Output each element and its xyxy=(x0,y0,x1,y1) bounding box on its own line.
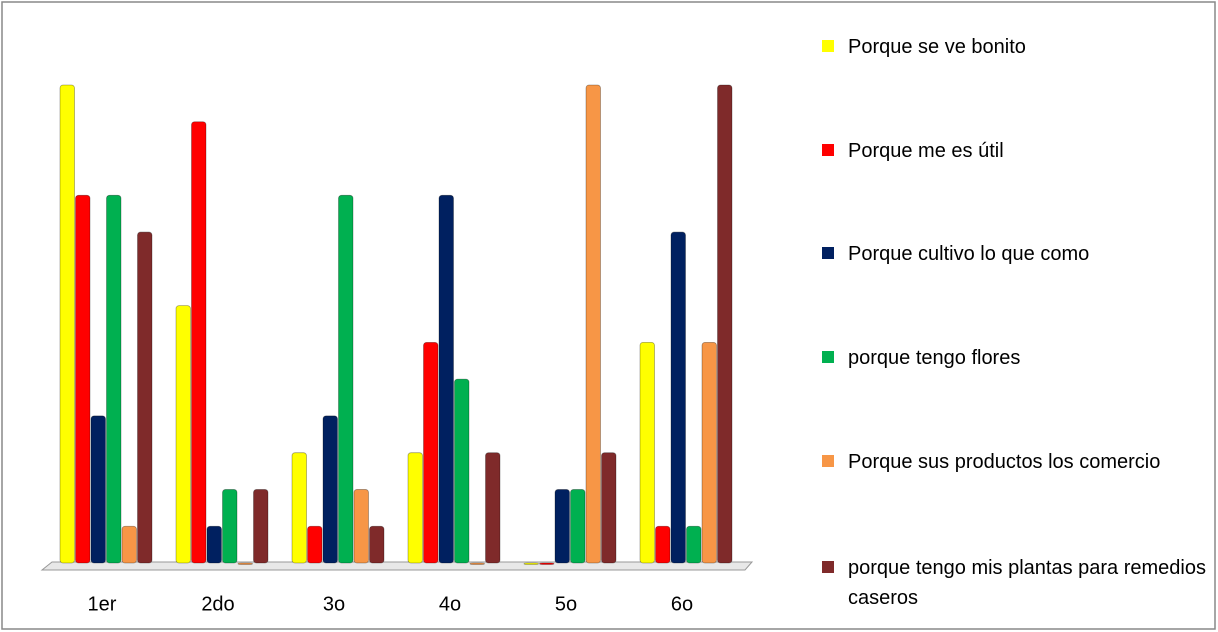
legend-swatch xyxy=(822,247,834,259)
legend-swatch xyxy=(822,351,834,363)
bar xyxy=(570,489,586,564)
x-tick-label: 6o xyxy=(671,593,693,615)
bar xyxy=(423,341,439,564)
x-tick-label: 5o xyxy=(555,593,577,615)
bar xyxy=(322,415,338,564)
bar xyxy=(191,121,207,564)
legend-item: Porque sus productos los comercio xyxy=(822,447,1188,477)
x-tick-label: 4o xyxy=(439,593,461,615)
bar xyxy=(307,525,323,564)
bar xyxy=(701,341,717,564)
legend-item: porque tengo flores xyxy=(822,343,1208,373)
bar xyxy=(106,194,122,564)
bar xyxy=(717,84,733,564)
bar xyxy=(59,84,75,564)
bar xyxy=(454,378,470,564)
bar xyxy=(523,562,539,565)
legend-swatch xyxy=(822,561,834,573)
bar xyxy=(353,489,369,564)
legend-item: Porque me es útil xyxy=(822,136,1208,166)
bar xyxy=(175,305,191,564)
bar xyxy=(137,231,153,564)
bar xyxy=(601,452,617,564)
bar xyxy=(655,525,671,564)
legend-item: porque tengo mis plantas para remedios c… xyxy=(822,553,1218,613)
bar xyxy=(291,452,307,564)
bar xyxy=(639,341,655,564)
legend-swatch xyxy=(822,144,834,156)
legend-item: Porque se ve bonito xyxy=(822,32,1208,62)
bar xyxy=(686,525,702,564)
bar xyxy=(539,562,555,565)
x-tick-label: 2do xyxy=(201,593,234,615)
legend: Porque se ve bonito Porque me es útil Porq… xyxy=(810,0,1210,632)
bar xyxy=(121,525,137,564)
legend-swatch xyxy=(822,455,834,467)
x-tick-label: 3o xyxy=(323,593,345,615)
bar xyxy=(670,231,686,564)
legend-label: Porque se ve bonito xyxy=(848,36,1026,58)
bar xyxy=(369,525,385,564)
floor xyxy=(40,561,754,571)
legend-swatch xyxy=(822,40,834,52)
bar xyxy=(237,562,253,565)
bar xyxy=(338,194,354,564)
legend-label: Porque me es útil xyxy=(848,140,1004,162)
bar xyxy=(206,525,222,564)
legend-item: Porque cultivo lo que como xyxy=(822,239,1208,269)
bar xyxy=(485,452,501,564)
bar xyxy=(554,489,570,564)
legend-label: Porque cultivo lo que como xyxy=(848,243,1090,265)
bar xyxy=(222,489,238,564)
bar xyxy=(407,452,423,564)
legend-label: porque tengo flores xyxy=(848,347,1021,369)
legend-label: Porque sus productos los comercio xyxy=(848,451,1161,473)
x-tick-label: 1er xyxy=(88,593,117,615)
bar xyxy=(90,415,106,564)
legend-label: porque tengo mis plantas para remedios c… xyxy=(848,557,1206,609)
bar xyxy=(75,194,91,564)
bar xyxy=(438,194,454,564)
bar xyxy=(585,84,601,564)
bar xyxy=(469,562,485,565)
bar xyxy=(253,489,269,564)
